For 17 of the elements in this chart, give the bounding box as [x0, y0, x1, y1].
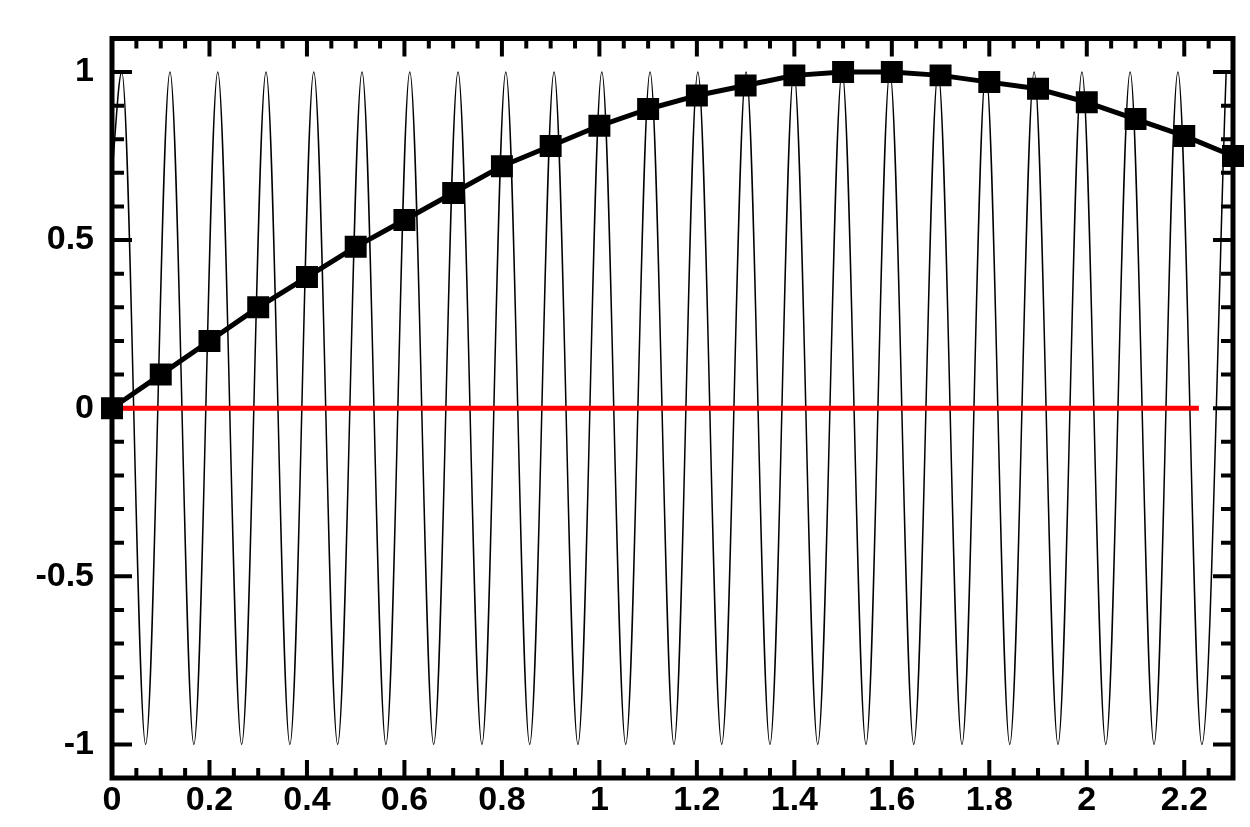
x-tick-label: 1.6 [868, 778, 916, 817]
y-tick-label: 0 [75, 386, 94, 425]
x-tick-label: 1.4 [770, 778, 819, 817]
x-tick-label: 0 [102, 778, 122, 817]
x-tick-label: 1 [589, 778, 609, 817]
y-tick-label: -0.5 [35, 554, 94, 593]
x-tick-label: 0.2 [185, 778, 234, 817]
x-tick-label: 2.2 [1160, 778, 1208, 817]
y-tick-label: 1 [75, 50, 94, 89]
y-tick-label: -1 [63, 722, 94, 761]
x-tick-label: 0.6 [380, 778, 429, 817]
x-tick-label: 1.2 [673, 778, 721, 817]
x-tick-label: 2 [1077, 778, 1097, 817]
x-tick-label: 0.4 [283, 778, 331, 817]
y-tick-label: 0.5 [46, 218, 94, 257]
x-tick-label: 1.8 [965, 778, 1013, 817]
x-tick-label: 0.8 [478, 778, 526, 817]
